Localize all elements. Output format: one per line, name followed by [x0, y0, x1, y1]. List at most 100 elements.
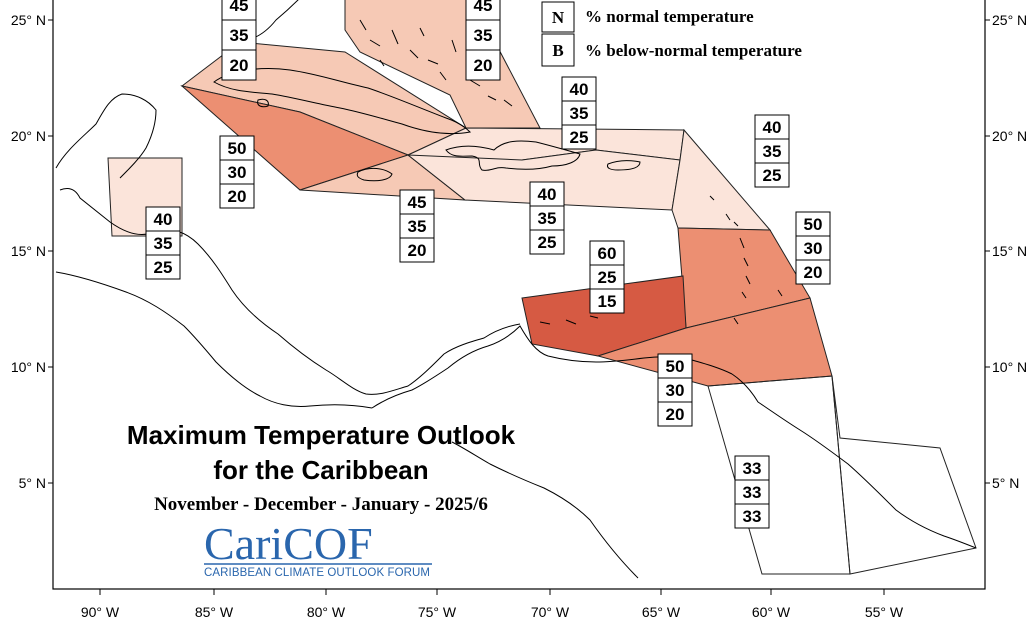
zone-northern-leewards	[671, 128, 772, 231]
prob-cell-normal	[754, 138, 790, 164]
prob-cell-normal	[221, 19, 257, 51]
prob-value-normal: 30	[228, 163, 247, 182]
lat-tick-label: 10° N	[11, 359, 46, 375]
prob-value-normal: 25	[598, 268, 617, 287]
prob-box-bahamas-west: 45 35 20	[221, 0, 257, 81]
lat-tick-label: 10° N	[992, 359, 1027, 375]
central-america-pacific	[55, 271, 373, 409]
prob-cell-below	[219, 183, 255, 209]
prob-cell-normal	[589, 264, 625, 290]
prob-cell-normal	[465, 19, 501, 51]
lat-tick-label: 15° N	[11, 243, 46, 259]
prob-box-northern-leewards: 40 35 25	[754, 114, 790, 188]
prob-value-below: 25	[538, 233, 557, 252]
lon-tick-label: 55° W	[865, 604, 904, 620]
logo-wordmark: CariCOF	[204, 518, 373, 569]
lon-tick-label: 65° W	[642, 604, 681, 620]
map-subtitle: November - December - January - 2025/6	[154, 494, 488, 515]
prob-value-below: 25	[154, 258, 173, 277]
legend-label-normal: % normal temperature	[585, 7, 754, 26]
map-frame	[52, 0, 986, 590]
prob-value-above: 40	[570, 80, 589, 99]
lon-tick-label: 85° W	[195, 604, 234, 620]
latitude-ticks-right: 25° N 20° N 15° N 10° N 5° N	[985, 12, 1027, 491]
lon-tick-label: 80° W	[307, 604, 346, 620]
jamaica-coast	[356, 167, 393, 182]
lon-tick-label: 70° W	[531, 604, 570, 620]
lon-tick-label: 90° W	[81, 604, 120, 620]
prob-cell-normal	[795, 235, 831, 261]
prob-value-below: 25	[763, 166, 782, 185]
cuba-coast	[213, 68, 472, 135]
prob-cell-normal	[219, 159, 255, 185]
prob-value-below: 15	[598, 292, 617, 311]
legend: N % normal temperature B % below-normal …	[541, 1, 802, 67]
prob-value-above: 50	[666, 357, 685, 376]
legend-key-b: B	[552, 41, 563, 60]
bahamas-islands	[359, 19, 513, 107]
prob-value-above: 45	[408, 193, 427, 212]
prob-cell-below	[399, 237, 435, 263]
prob-value-above: 50	[228, 139, 247, 158]
prob-value-normal: 35	[474, 26, 493, 45]
prob-value-below: 20	[408, 241, 427, 260]
prob-value-normal: 35	[538, 209, 557, 228]
prob-value-normal: 35	[230, 26, 249, 45]
prob-box-lesser-antilles: 50 30 20	[795, 211, 831, 285]
prob-cell-below	[145, 254, 181, 280]
map-title-line1: Maximum Temperature Outlook	[127, 420, 516, 450]
prob-value-below: 20	[228, 187, 247, 206]
prob-cell-below	[465, 49, 501, 81]
lon-tick-label: 60° W	[752, 604, 791, 620]
longitude-ticks-bottom: 90° W 85° W 80° W 75° W 70° W 65° W 60° W 55° W	[81, 589, 904, 620]
yucatan-coast	[55, 93, 157, 179]
prob-value-above: 60	[598, 244, 617, 263]
prob-value-below: 20	[230, 56, 249, 75]
prob-value-below: 25	[570, 128, 589, 147]
prob-cell-normal	[561, 100, 597, 126]
south-america-interior	[451, 441, 639, 579]
latitude-ticks-left: 25° N 20° N 15° N 10° N 5° N	[11, 12, 53, 491]
prob-value-above: 50	[804, 215, 823, 234]
venezuela-coast	[731, 373, 977, 549]
legend-key-box-n	[541, 1, 575, 33]
lesser-antilles-islands	[709, 195, 783, 325]
prob-cell-below	[561, 124, 597, 150]
lat-tick-label: 25° N	[11, 12, 46, 28]
prob-box-abc-islands: 60 25 15	[589, 240, 625, 314]
prob-cell-below	[795, 259, 831, 285]
prob-value-normal: 30	[804, 239, 823, 258]
prob-cell-below	[754, 162, 790, 188]
prob-value-above: 33	[743, 459, 762, 478]
prob-value-above: 40	[154, 210, 173, 229]
prob-box-puerto-rico: 40 35 25	[561, 76, 597, 150]
prob-box-jamaica: 45 35 20	[399, 189, 435, 263]
legend-label-below: % below-normal temperature	[585, 41, 802, 60]
prob-cell-below	[734, 503, 770, 529]
prob-cell-above	[734, 455, 770, 481]
prob-value-above: 45	[230, 0, 249, 15]
lon-tick-label: 75° W	[418, 604, 457, 620]
prob-cell-above	[529, 181, 565, 207]
prob-box-bahamas-east: 45 35 20	[465, 0, 501, 81]
prob-value-below: 20	[474, 56, 493, 75]
prob-value-below: 20	[804, 263, 823, 282]
prob-value-normal: 30	[666, 381, 685, 400]
prob-box-hispaniola: 40 35 25	[529, 181, 565, 255]
prob-value-below: 20	[666, 405, 685, 424]
lat-tick-label: 5° N	[992, 475, 1019, 491]
prob-value-normal: 35	[763, 142, 782, 161]
prob-box-guianas: 33 33 33	[734, 455, 770, 529]
hispaniola-coast	[445, 140, 581, 171]
prob-cell-normal	[529, 205, 565, 231]
prob-value-above: 40	[538, 185, 557, 204]
prob-value-normal: 35	[570, 104, 589, 123]
prob-value-below: 33	[743, 507, 762, 526]
prob-cell-above	[795, 211, 831, 237]
logo-tagline: CARIBBEAN CLIMATE OUTLOOK FORUM	[204, 567, 430, 579]
prob-value-above: 40	[763, 118, 782, 137]
map-title-line2: for the Caribbean	[213, 455, 428, 485]
prob-box-belize: 40 35 25	[145, 206, 181, 280]
legend-key-n: N	[552, 8, 565, 27]
prob-cell-above	[561, 76, 597, 102]
